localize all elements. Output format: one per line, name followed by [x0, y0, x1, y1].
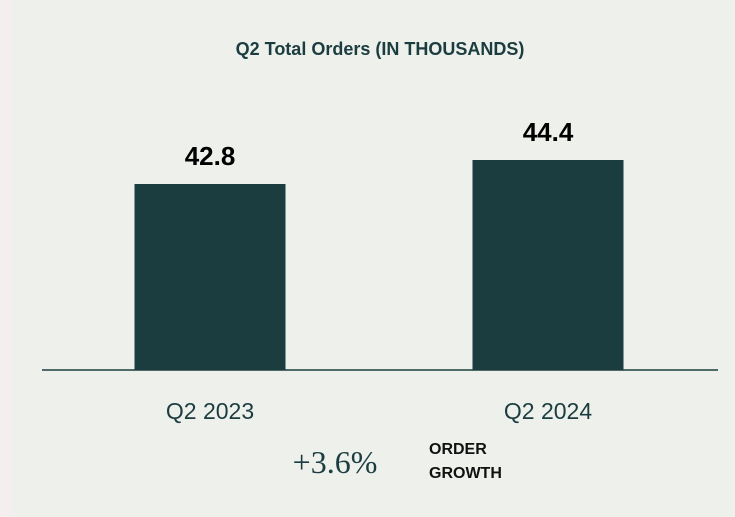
- data-label: 44.4: [523, 117, 574, 147]
- annotation-label: ORDER GROWTH: [429, 441, 502, 482]
- x-tick-label: Q2 2024: [504, 398, 592, 424]
- annotation-value: +3.6%: [292, 444, 378, 480]
- chart-title: Q2 Total Orders (IN THOUSANDS): [236, 39, 525, 59]
- x-tick-label: Q2 2023: [166, 398, 254, 424]
- data-label: 42.8: [185, 141, 236, 171]
- bar: [472, 160, 624, 370]
- bar: [134, 184, 286, 370]
